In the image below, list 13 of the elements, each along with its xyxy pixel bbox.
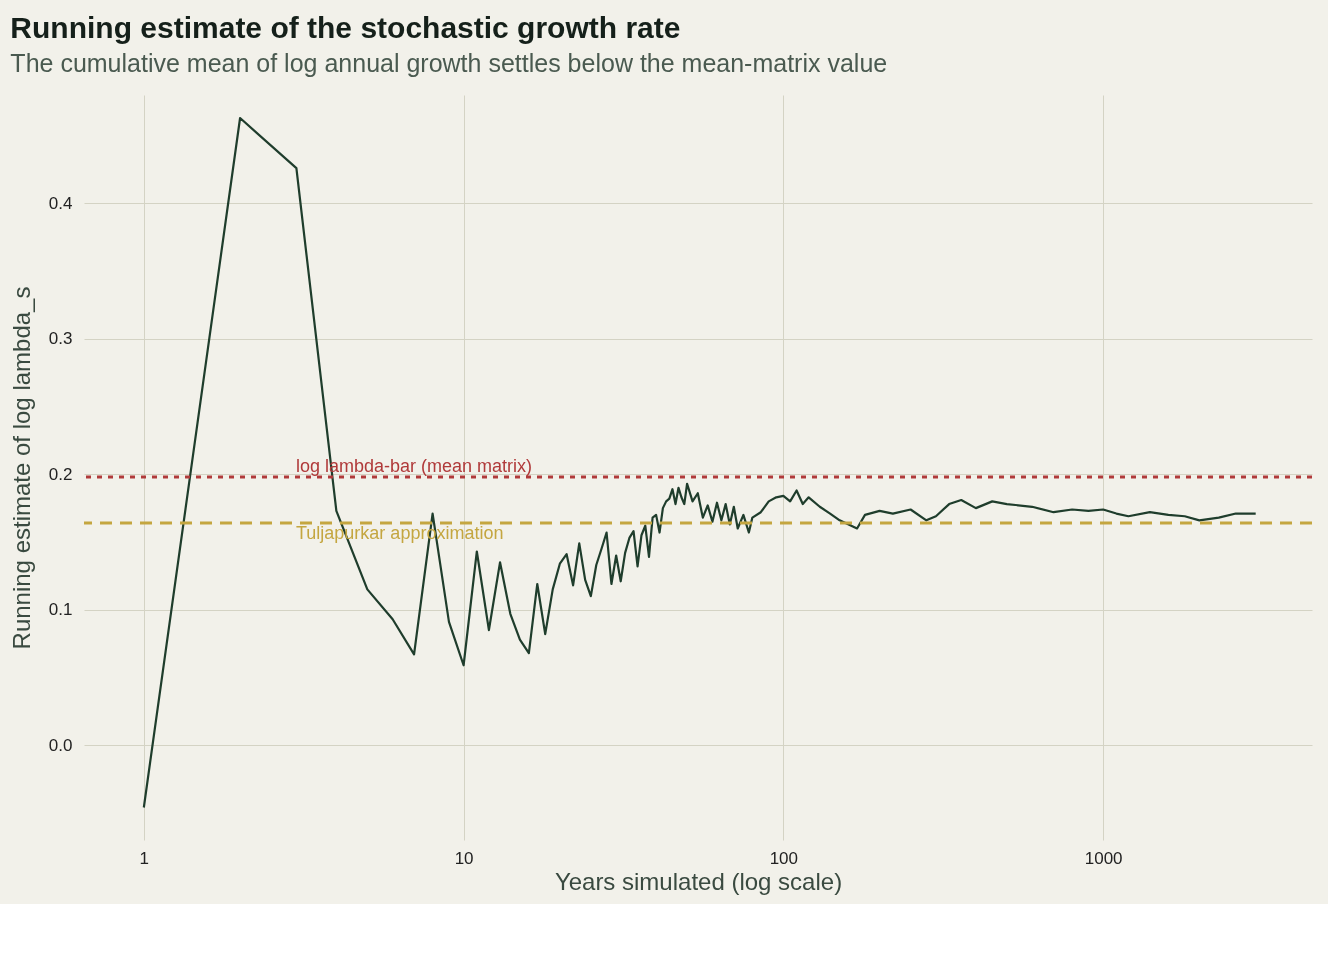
- y-axis-title: Running estimate of log lambda_s: [7, 286, 35, 650]
- x-tick-label: 10: [454, 848, 474, 868]
- x-tick-label: 1000: [1084, 848, 1123, 868]
- y-tick-label: 0.0: [48, 735, 73, 755]
- y-tick-label: 0.1: [48, 600, 73, 620]
- y-tick-label: 0.2: [48, 464, 73, 484]
- y-tick-label: 0.4: [48, 193, 73, 213]
- x-tick-label: 1: [139, 848, 150, 868]
- chart-subtitle: The cumulative mean of log annual growth settles below the mean-matrix value: [10, 49, 888, 77]
- chart-title: Running estimate of the stochastic growth rate: [10, 11, 681, 44]
- x-tick-label: 100: [769, 848, 799, 868]
- x-axis-title: Years simulated (log scale): [554, 867, 843, 895]
- y-tick-label: 0.3: [48, 329, 73, 349]
